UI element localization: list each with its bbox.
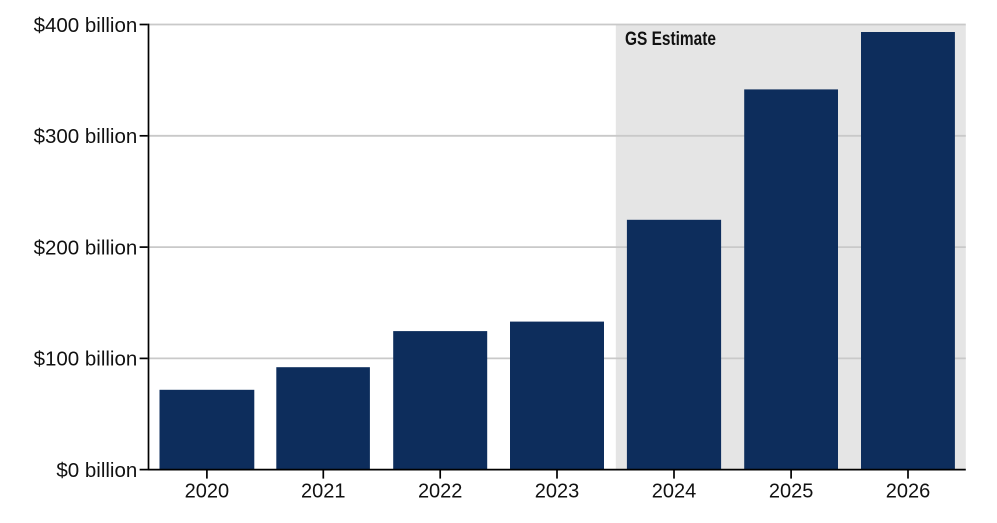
svg-text:2021: 2021 — [301, 480, 346, 502]
svg-text:2024: 2024 — [652, 480, 697, 502]
svg-text:2023: 2023 — [535, 480, 580, 502]
svg-text:$100 billion: $100 billion — [34, 348, 138, 371]
svg-text:$300 billion: $300 billion — [34, 125, 138, 148]
svg-text:$400 billion: $400 billion — [34, 14, 138, 37]
svg-text:2022: 2022 — [418, 480, 463, 502]
svg-text:$0 billion: $0 billion — [56, 459, 137, 482]
svg-text:$200 billion: $200 billion — [34, 236, 138, 259]
svg-text:GS Estimate: GS Estimate — [625, 29, 716, 50]
svg-text:2020: 2020 — [185, 480, 230, 502]
svg-text:2025: 2025 — [769, 480, 814, 502]
svg-text:2026: 2026 — [886, 480, 931, 502]
